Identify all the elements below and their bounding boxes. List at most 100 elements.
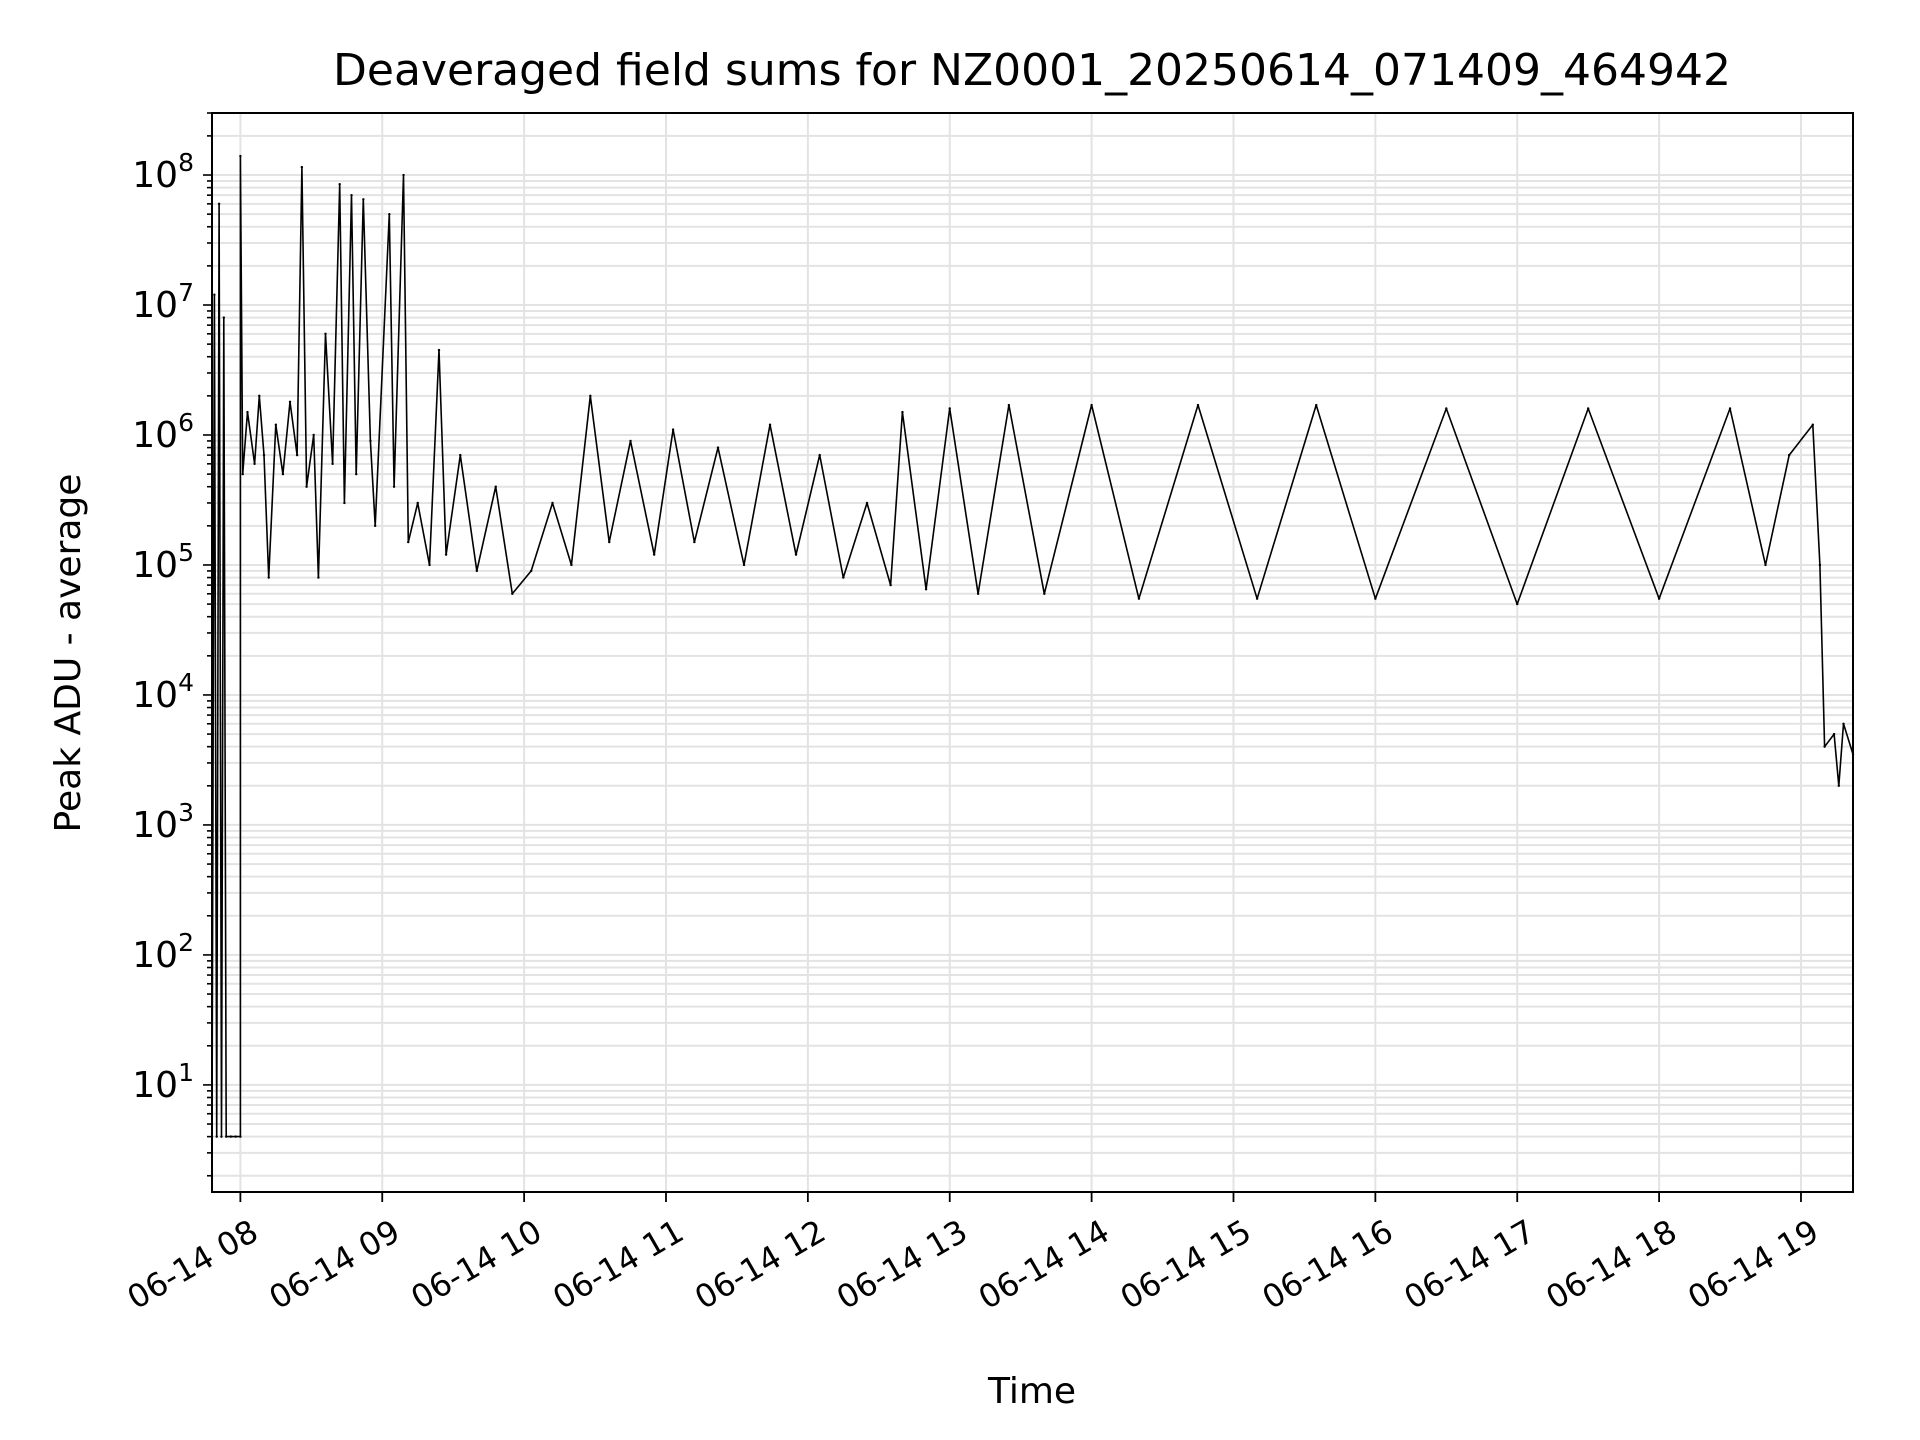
data-point — [444, 553, 448, 556]
data-point — [1374, 597, 1377, 600]
data-point — [976, 592, 980, 596]
data-point — [570, 563, 573, 567]
x-tick-label: 06-14 12 — [688, 1212, 832, 1317]
data-point — [343, 501, 346, 505]
data-point — [331, 462, 334, 466]
data-point — [1586, 407, 1590, 410]
data-point — [437, 348, 441, 352]
data-point — [794, 553, 798, 556]
data-point — [274, 423, 278, 426]
data-point — [551, 501, 554, 505]
data-point — [1837, 784, 1841, 788]
data-point — [842, 576, 845, 579]
data-point — [338, 182, 341, 186]
data-point — [1811, 423, 1815, 426]
y-axis: 101 102 103 104 105 106 107 108 — [132, 112, 212, 1177]
data-point — [768, 423, 772, 426]
y-tick-label: 106 — [132, 408, 194, 456]
data-point — [220, 1135, 223, 1138]
data-point — [693, 540, 696, 544]
data-point — [948, 407, 951, 410]
data-point — [511, 592, 514, 596]
data-point — [229, 1135, 233, 1138]
data-point — [901, 410, 904, 414]
data-point — [281, 472, 285, 476]
x-tick-label: 06-14 18 — [1540, 1212, 1684, 1317]
plot-frame — [211, 112, 1854, 1193]
data-point — [1043, 592, 1046, 596]
data-point — [1728, 407, 1732, 410]
data-point — [295, 453, 299, 457]
data-point — [1657, 597, 1661, 600]
data-point — [373, 524, 377, 528]
data-point — [288, 400, 292, 404]
data-point — [924, 588, 928, 591]
data-point — [1196, 403, 1200, 407]
y-tick-label: 101 — [132, 1058, 194, 1106]
data-point — [402, 173, 405, 177]
data-point — [312, 433, 315, 437]
y-tick-label: 105 — [132, 538, 194, 586]
data-point — [362, 198, 365, 201]
data-point — [494, 485, 497, 488]
data-point — [1137, 597, 1141, 600]
data-point — [1832, 732, 1836, 736]
x-tick-label: 06-14 14 — [972, 1212, 1116, 1317]
chart-title: Deaveraged field sums for NZ0001_2025061… — [333, 45, 1731, 96]
data-point — [253, 462, 256, 466]
data-point — [239, 154, 242, 158]
data-point — [1255, 597, 1259, 600]
data-point — [217, 202, 221, 206]
x-tick-label: 06-14 15 — [1114, 1212, 1258, 1317]
data-point — [530, 569, 533, 573]
data-point — [222, 316, 226, 319]
data-point — [355, 472, 358, 476]
data-point — [267, 576, 270, 579]
data-point — [324, 332, 327, 336]
data-point — [742, 563, 746, 567]
data-point — [1445, 407, 1448, 410]
data-point — [234, 1135, 237, 1138]
data-point — [262, 453, 266, 457]
data-point — [889, 583, 892, 587]
data-point — [388, 212, 391, 216]
data-point — [213, 293, 216, 296]
y-tick-label: 104 — [132, 668, 194, 716]
data-point — [246, 410, 249, 414]
data-point — [671, 428, 675, 431]
data-point — [1818, 563, 1822, 567]
data-point — [215, 1135, 218, 1138]
x-tick-label: 06-14 11 — [546, 1212, 690, 1317]
data-point — [392, 485, 396, 488]
data-point — [1842, 722, 1845, 725]
data-point — [1764, 563, 1767, 567]
data-point — [475, 569, 479, 573]
data-point — [1823, 745, 1826, 748]
data-point — [317, 576, 320, 579]
x-tick-label: 06-14 17 — [1398, 1212, 1542, 1317]
series-line — [211, 155, 1854, 1138]
data-point — [305, 485, 308, 488]
series-layer — [210, 154, 1855, 1138]
grid — [212, 112, 1853, 1192]
data-point — [652, 553, 656, 556]
data-point — [459, 453, 462, 457]
x-tick-label: 06-14 13 — [830, 1212, 974, 1317]
data-point — [239, 1135, 242, 1138]
data-point — [224, 1135, 228, 1138]
data-point — [629, 439, 632, 443]
y-tick-label: 108 — [132, 148, 194, 196]
data-point — [350, 193, 353, 197]
data-point — [608, 540, 611, 544]
x-tick-label: 06-14 19 — [1681, 1212, 1825, 1317]
x-tick-label: 06-14 16 — [1256, 1212, 1400, 1317]
data-point — [716, 446, 720, 449]
data-point — [1787, 453, 1791, 457]
x-axis-label: Time — [987, 1371, 1076, 1412]
data-point — [1007, 403, 1011, 407]
data-point — [818, 453, 821, 457]
data-point — [1090, 403, 1093, 407]
data-point — [865, 501, 869, 505]
